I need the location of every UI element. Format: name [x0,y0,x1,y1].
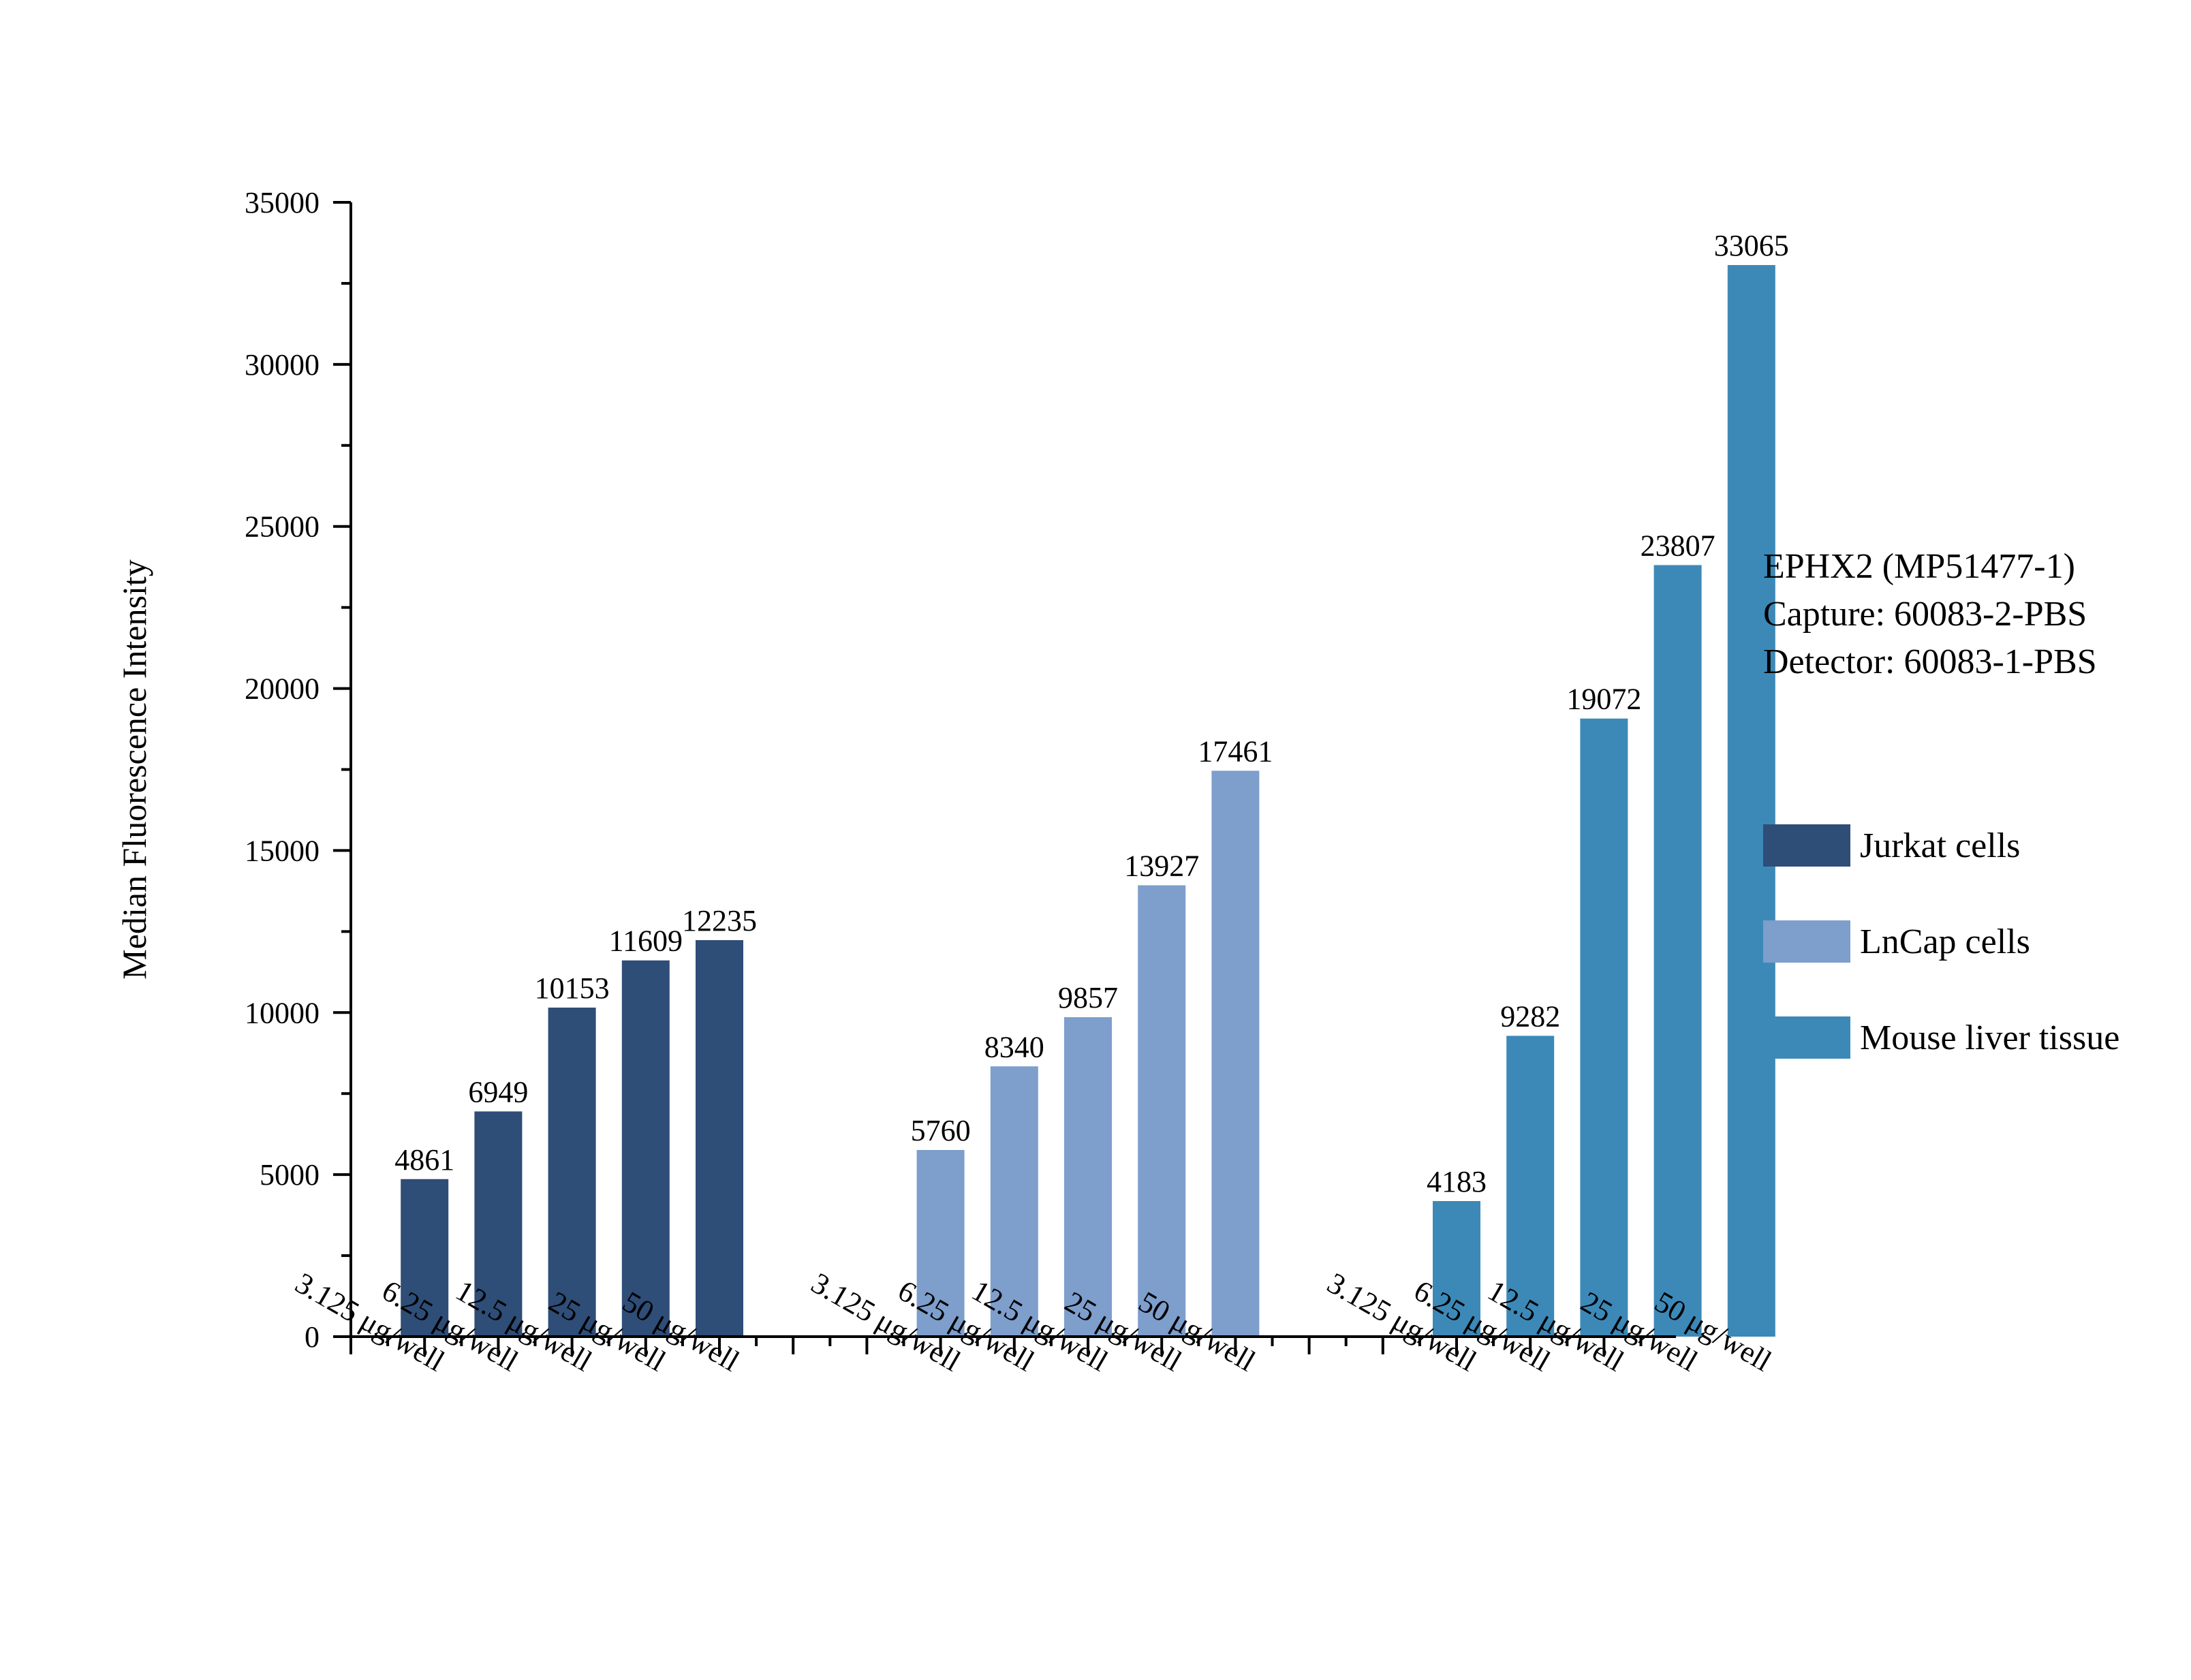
legend-swatch [1763,920,1850,963]
annotation-line: Capture: 60083-2-PBS [1763,595,2087,634]
data-label: 8340 [984,1030,1044,1063]
legend-swatch [1763,824,1850,867]
y-tick-label: 15000 [245,834,320,867]
bar[interactable] [621,960,670,1337]
bar[interactable] [1580,718,1628,1337]
y-tick-label: 25000 [245,510,320,544]
bar[interactable] [474,1111,523,1337]
legend-label: Jurkat cells [1860,826,2020,865]
y-tick-label: 20000 [245,672,320,706]
data-label: 13927 [1124,849,1199,882]
bar[interactable] [1138,885,1186,1337]
y-axis-title: Median Fluorescence Intensity [115,559,153,979]
data-label: 10153 [535,971,610,1005]
data-label: 19072 [1566,683,1641,716]
y-tick-label: 30000 [245,348,320,382]
bar[interactable] [401,1179,449,1337]
annotation-line: EPHX2 (MP51477-1) [1763,547,2075,586]
data-label: 12235 [682,904,757,937]
y-tick-label: 0 [305,1320,320,1354]
bar[interactable] [1211,771,1260,1337]
y-tick-label: 5000 [260,1158,320,1192]
bar[interactable] [916,1149,965,1337]
bar[interactable] [990,1066,1038,1337]
legend-label: Mouse liver tissue [1860,1018,2119,1057]
annotation-line: Detector: 60083-1-PBS [1763,642,2097,681]
bar[interactable] [1727,265,1775,1337]
data-label: 9282 [1500,999,1560,1033]
data-label: 4183 [1427,1165,1487,1198]
bar[interactable] [696,939,743,1337]
bar[interactable] [1064,1017,1112,1337]
bar[interactable] [1506,1036,1555,1337]
y-tick-label: 10000 [245,996,320,1029]
bar[interactable] [548,1008,596,1337]
data-label: 33065 [1714,229,1789,262]
data-label: 6949 [468,1075,528,1108]
legend-label: LnCap cells [1860,922,2030,961]
bar[interactable] [1433,1201,1480,1337]
data-label: 23807 [1641,529,1715,562]
bar[interactable] [1653,565,1702,1337]
data-label: 4861 [394,1143,454,1177]
data-label: 17461 [1198,734,1273,768]
data-label: 9857 [1058,981,1118,1014]
data-label: 11609 [609,924,683,958]
data-label: 5760 [911,1114,971,1147]
legend-swatch [1763,1016,1850,1059]
y-tick-label: 35000 [245,186,320,219]
